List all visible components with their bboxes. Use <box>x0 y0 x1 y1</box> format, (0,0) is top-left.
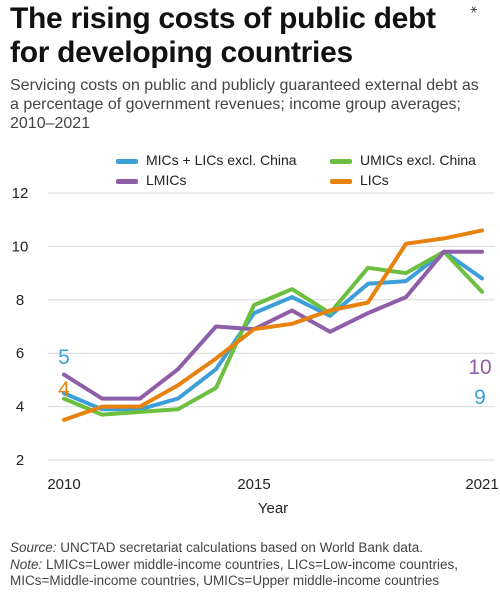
end-label: 5 <box>58 346 70 369</box>
corner-mark-icon: ⁎ <box>468 6 484 13</box>
x-axis-label: Year <box>258 500 288 517</box>
y-tick-label: 10 <box>12 238 29 255</box>
series-line-2 <box>62 249 484 401</box>
x-tick-labels: 2010 2015 2021 <box>47 476 498 493</box>
legend-label-mics-lics: MICs + LICs excl. China <box>146 152 297 168</box>
y-tick-label: 2 <box>16 452 24 469</box>
series-line-1 <box>62 249 484 417</box>
x-tick-label: 2015 <box>237 476 270 493</box>
chart-title: The rising costs of public debt for deve… <box>10 2 436 69</box>
y-tick-label: 4 <box>16 399 24 416</box>
x-tick-label: 2010 <box>47 476 80 493</box>
legend-label-umics: UMICs excl. China <box>360 152 476 168</box>
y-tick-label: 8 <box>16 292 24 309</box>
legend-swatch-lics <box>330 179 352 184</box>
end-labels: 5 4 10 9 <box>58 346 492 409</box>
legend-swatch-lmics <box>116 179 138 184</box>
end-label: 4 <box>58 378 70 401</box>
end-label: 10 <box>468 356 491 379</box>
grid-lines <box>48 192 495 461</box>
note-text: LMICs=Lower middle-income countries, LIC… <box>10 556 458 589</box>
y-tick-label: 6 <box>16 345 24 362</box>
y-tick-label: 12 <box>12 185 29 202</box>
series-lines <box>62 228 484 422</box>
footnote: Source: UNCTAD secretariat calculations … <box>10 540 490 590</box>
end-label: 9 <box>474 386 486 409</box>
chart-subtitle: Servicing costs on public and publicly g… <box>10 77 479 132</box>
legend-label-lmics: LMICs <box>146 172 187 188</box>
x-tick-label: 2021 <box>465 476 498 493</box>
legend-swatch-mics-lics <box>116 159 138 164</box>
series-line-3 <box>62 228 484 422</box>
note-label: Note: <box>10 556 43 572</box>
legend-swatch-umics <box>330 159 352 164</box>
source-text: UNCTAD secretariat calculations based on… <box>56 540 423 555</box>
y-tick-labels: 2 4 6 8 10 12 <box>12 185 29 469</box>
legend-label-lics: LICs <box>360 172 389 188</box>
series-line-0 <box>62 249 484 412</box>
source-label: Source: <box>10 540 57 555</box>
line-chart: 2 4 6 8 10 12 2010 2015 2021 5 4 10 9 Year <box>12 185 499 517</box>
